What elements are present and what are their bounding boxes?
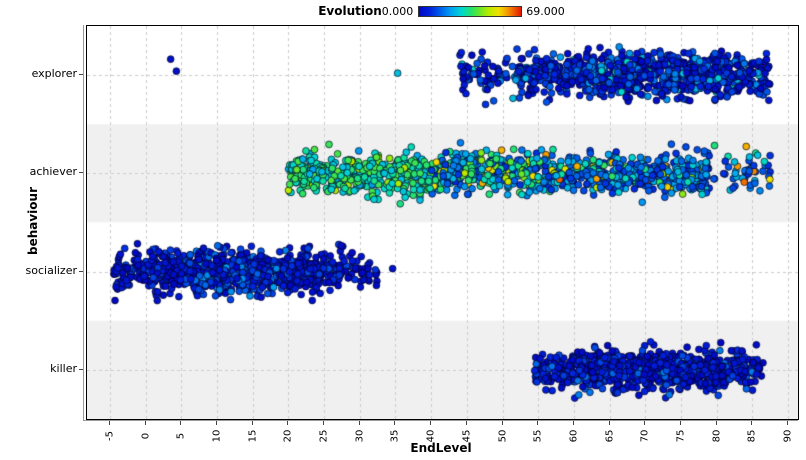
x-tick-label-30: 30 (354, 429, 366, 443)
x-tick-label-80: 80 (711, 429, 723, 443)
legend-title: Evolution (318, 4, 382, 18)
y-category-label-socializer: socializer (25, 264, 77, 277)
x-tick-label-15: 15 (247, 429, 259, 443)
x-tick-30 (359, 421, 360, 425)
x-tick-label-70: 70 (639, 429, 651, 443)
x-axis-line (83, 420, 798, 421)
y-tick-killer (79, 369, 83, 370)
y-axis-line (83, 25, 84, 421)
x-tick-label-20: 20 (282, 429, 294, 443)
x-tick-85 (751, 421, 752, 425)
x-tick-45 (466, 421, 467, 425)
legend-max-label: 69.000 (526, 4, 565, 18)
x-tick-80 (716, 421, 717, 425)
x-tick-55 (537, 421, 538, 425)
x-tick-label-65: 65 (604, 429, 616, 443)
y-category-label-achiever: achiever (29, 165, 77, 178)
x-tick-label-75: 75 (675, 429, 687, 443)
x-tick-5 (180, 421, 181, 425)
y-category-label-killer: killer (50, 362, 77, 375)
y-tick-explorer (79, 74, 83, 75)
y-tick-achiever (79, 172, 83, 173)
x-tick-70 (644, 421, 645, 425)
x-tick-60 (573, 421, 574, 425)
color-legend: Evolution 0.000 69.000 (86, 2, 797, 20)
y-tick-socializer (79, 271, 83, 272)
x-tick-90 (787, 421, 788, 425)
x-tick-label-10: 10 (211, 429, 223, 443)
x-tick-label-55: 55 (532, 429, 544, 443)
x-tick-25 (323, 421, 324, 425)
x-tick--5 (109, 421, 110, 425)
x-tick-15 (252, 421, 253, 425)
plot-area[interactable] (86, 25, 799, 420)
x-tick-label-25: 25 (318, 429, 330, 443)
x-tick-label-85: 85 (746, 429, 758, 443)
x-tick-75 (680, 421, 681, 425)
scatter-canvas (87, 26, 798, 419)
x-tick-label-5: 5 (175, 432, 187, 440)
y-axis-title: behaviour (26, 186, 40, 256)
x-tick-50 (502, 421, 503, 425)
x-tick-20 (287, 421, 288, 425)
x-tick-label-35: 35 (389, 429, 401, 443)
x-tick-10 (216, 421, 217, 425)
y-category-label-explorer: explorer (31, 67, 77, 80)
x-axis-title: EndLevel (410, 441, 472, 455)
x-tick-label-50: 50 (497, 429, 509, 443)
x-tick-label--5: -5 (104, 431, 116, 441)
x-tick-0 (145, 421, 146, 425)
x-tick-40 (430, 421, 431, 425)
x-tick-label-60: 60 (568, 429, 580, 443)
x-tick-35 (394, 421, 395, 425)
x-tick-65 (609, 421, 610, 425)
legend-min-label: 0.000 (381, 4, 414, 18)
legend-gradient-bar (418, 5, 523, 17)
x-tick-label-0: 0 (140, 432, 152, 440)
x-tick-label-90: 90 (782, 429, 794, 443)
